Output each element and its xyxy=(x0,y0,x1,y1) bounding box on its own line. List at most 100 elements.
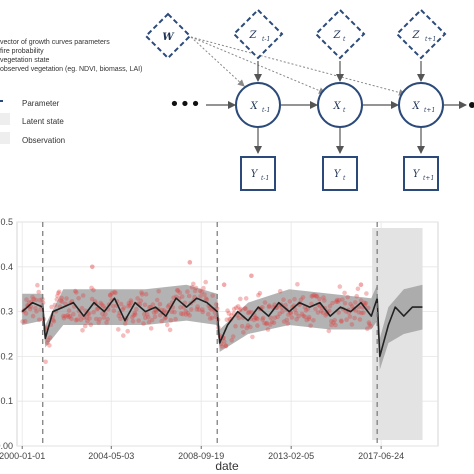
observed-point xyxy=(94,306,100,312)
observed-point xyxy=(30,313,36,319)
observed-point xyxy=(197,288,203,294)
observed-point xyxy=(100,311,105,317)
observed-point xyxy=(243,306,248,311)
observed-point xyxy=(230,334,236,339)
observed-point xyxy=(289,315,295,320)
observed-point xyxy=(363,301,369,306)
svg-text:Y: Y xyxy=(251,169,259,180)
observed-point xyxy=(69,316,74,322)
observed-point xyxy=(331,320,336,325)
observed-point xyxy=(38,307,43,312)
observed-point xyxy=(355,286,361,292)
observed-point xyxy=(272,315,278,321)
observed-point xyxy=(231,306,237,312)
observed-point xyxy=(250,334,255,340)
x-tick-label: 2008-09-19 xyxy=(178,451,224,461)
observed-point xyxy=(98,300,103,306)
svg-text:t-1: t-1 xyxy=(262,36,270,43)
observed-point xyxy=(183,308,189,314)
observed-point xyxy=(210,293,215,298)
observed-point xyxy=(352,315,357,321)
observed-point xyxy=(121,333,126,338)
observed-point xyxy=(43,359,48,365)
observed-point xyxy=(229,313,234,318)
observed-point xyxy=(33,297,39,303)
observed-point xyxy=(298,297,304,303)
observed-point xyxy=(173,294,179,300)
observed-point xyxy=(202,292,207,297)
observed-point xyxy=(336,297,342,303)
observed-point xyxy=(308,323,313,329)
observed-point xyxy=(109,290,115,296)
observed-point xyxy=(224,317,230,323)
svg-text:Y: Y xyxy=(334,169,342,180)
observed-point xyxy=(99,302,105,308)
observed-point xyxy=(47,343,52,348)
observed-point xyxy=(132,310,137,316)
svg-text:t+1: t+1 xyxy=(425,36,436,43)
observed-point xyxy=(47,335,53,340)
observed-point xyxy=(239,323,245,329)
observed-point xyxy=(154,297,160,303)
observed-point xyxy=(159,318,164,324)
observed-point xyxy=(142,311,147,317)
observed-point xyxy=(214,302,219,307)
svg-text:X: X xyxy=(249,101,258,112)
observed-point xyxy=(180,311,186,317)
svg-text:W: W xyxy=(162,32,175,43)
y-tick-label: 0.1 xyxy=(0,396,13,406)
observed-point xyxy=(189,285,195,290)
x-tick-label: 2013-02-05 xyxy=(268,451,314,461)
fitted-mean-line xyxy=(21,297,423,358)
observed-point xyxy=(333,322,338,328)
observed-point xyxy=(221,282,227,288)
observed-point xyxy=(225,308,230,314)
observed-point xyxy=(168,318,174,323)
observed-point xyxy=(107,293,113,298)
x-to-y-arrows xyxy=(254,128,425,154)
observed-point xyxy=(141,321,146,326)
observed-point xyxy=(203,296,209,301)
observed-point xyxy=(353,300,358,305)
observed-point xyxy=(306,316,312,322)
observed-point xyxy=(33,306,38,311)
observed-point xyxy=(366,305,371,311)
observed-point xyxy=(138,298,144,304)
legend-parameter-label: Parameter xyxy=(22,99,60,108)
observed-point xyxy=(139,292,145,297)
y-tick-label: 0.5 xyxy=(0,217,13,227)
observed-point xyxy=(88,322,94,328)
observed-point xyxy=(175,288,181,293)
observed-point xyxy=(143,315,148,321)
observed-point xyxy=(266,304,272,310)
observed-point xyxy=(321,295,326,300)
observed-point xyxy=(335,299,341,305)
observed-point xyxy=(161,308,167,313)
observed-point xyxy=(362,300,367,306)
observed-point xyxy=(238,296,243,302)
observed-point xyxy=(260,317,265,322)
observed-point xyxy=(131,313,136,318)
observed-point xyxy=(91,287,96,293)
observed-point xyxy=(260,305,265,310)
observed-point xyxy=(322,298,327,303)
observed-point xyxy=(128,300,134,305)
observed-point xyxy=(209,315,215,321)
observed-point xyxy=(101,315,106,320)
var-legend-w: vector of growth curves parameters xyxy=(0,39,110,46)
observed-point xyxy=(125,328,130,334)
var-legend-y: observed vegetation (eg. NDVI, biomass, … xyxy=(0,66,143,73)
observed-point xyxy=(293,310,299,316)
observed-point xyxy=(200,307,205,312)
observed-point xyxy=(246,309,252,315)
node-x-t: X t xyxy=(317,82,363,128)
observed-point xyxy=(97,317,102,322)
observed-point xyxy=(65,312,70,318)
observed-point xyxy=(229,338,234,343)
observed-point xyxy=(304,317,310,323)
svg-text:Y: Y xyxy=(413,169,421,180)
observed-point xyxy=(193,285,199,291)
fitted-mean-path xyxy=(21,297,423,358)
observed-point xyxy=(56,289,62,295)
